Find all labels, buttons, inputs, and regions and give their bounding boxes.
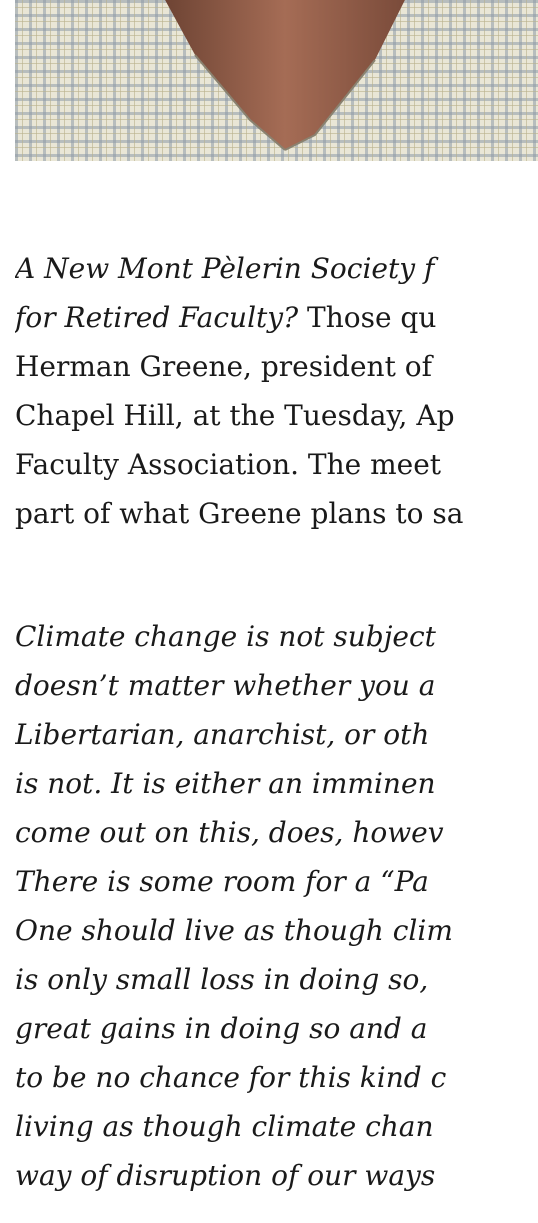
quote-line: doesn’t matter whether you a (15, 669, 436, 702)
intro-title-line: A New Mont Pèlerin Society f (15, 252, 435, 285)
intro-title-line: for Retired Faculty? (15, 301, 299, 334)
quote-line: great gains in doing so and a (15, 1012, 428, 1045)
intro-line: part of what Greene plans to sa (15, 497, 464, 530)
quote-line: come out on this, does, howev (15, 816, 444, 849)
quote-line: There is some room for a “Pa (15, 865, 429, 898)
intro-line: Faculty Association. The meet (15, 448, 442, 481)
quote-line: One should live as though clim (15, 914, 453, 947)
intro-line: Chapel Hill, at the Tuesday, Ap (15, 399, 455, 432)
quote-line: Climate change is not subject (15, 620, 436, 653)
intro-line: Herman Greene, president of (15, 350, 432, 383)
quote-paragraph: Climate change is not subject doesn’t mat… (15, 612, 538, 1200)
quote-line: Libertarian, anarchist, or oth (15, 718, 430, 751)
quote-line: is not. It is either an imminen (15, 767, 436, 800)
intro-paragraph: A New Mont Pèlerin Society f for Retired… (15, 244, 538, 538)
quote-line: is only small loss in doing so, (15, 963, 429, 996)
intro-text: Those qu (298, 301, 437, 334)
article-photo (15, 0, 538, 161)
quote-line: living as though climate chan (15, 1110, 434, 1143)
quote-line: to be no chance for this kind c (15, 1061, 447, 1094)
intro-line: for Retired Faculty? Those qu (15, 293, 538, 342)
quote-line: way of disruption of our ways (15, 1159, 436, 1192)
